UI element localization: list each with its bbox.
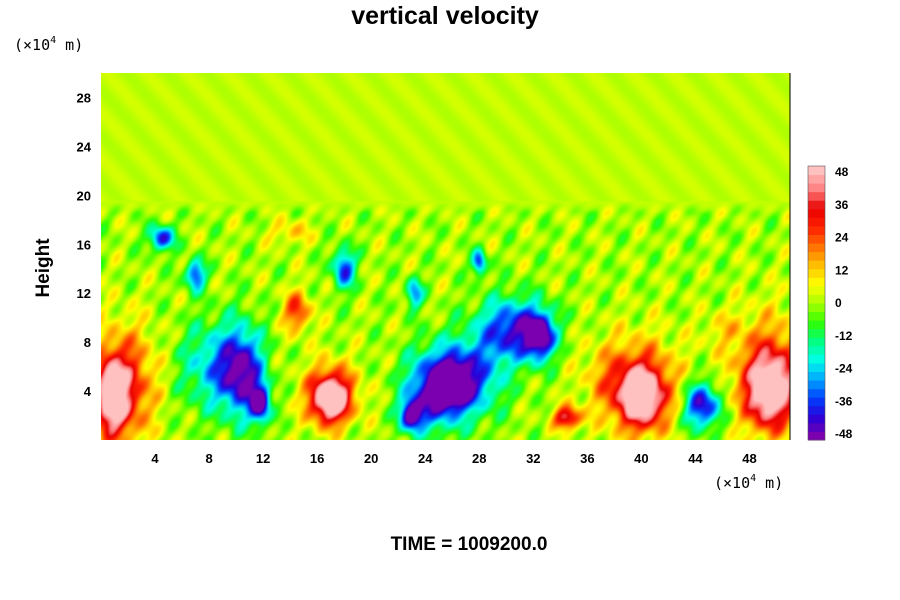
colorbar-segment: [808, 362, 825, 372]
colorbar-tick-label: 12: [835, 263, 849, 277]
heatmap-field: [101, 73, 790, 440]
colorbar-segment: [808, 234, 825, 244]
colorbar-tick-label: -48: [835, 427, 853, 441]
colorbar-segment: [808, 337, 825, 347]
chart-title: vertical velocity: [351, 2, 539, 30]
colorbar-segment: [808, 225, 825, 235]
y-axis-unit: (×104 m): [14, 35, 83, 54]
colorbar-border: [807, 165, 826, 441]
x-tick-label: 28: [472, 451, 486, 466]
y-tick-label: 8: [84, 335, 91, 350]
y-tick-label: 28: [77, 90, 91, 105]
colorbar-segment: [808, 303, 825, 313]
colorbar-segment: [808, 328, 825, 338]
colorbar-tick-label: -24: [835, 362, 853, 376]
colorbar-segment: [808, 208, 825, 218]
heatmap-raster: [101, 73, 790, 440]
y-axis-label: Height: [33, 238, 54, 298]
colorbar: [807, 165, 826, 441]
colorbar-segment: [808, 285, 825, 295]
colorbar-segment: [808, 166, 825, 176]
y-tick-label: 12: [77, 286, 91, 301]
colorbar-tick-label: 24: [835, 231, 849, 245]
colorbar-tick-label: 48: [835, 165, 849, 179]
x-tick-label: 32: [526, 451, 540, 466]
colorbar-segment: [808, 380, 825, 390]
colorbar-segment: [808, 405, 825, 415]
colorbar-segment: [808, 200, 825, 210]
y-axis-ticks: 4 8 12 16 20 24 28: [77, 90, 92, 399]
colorbar-tick-label: 0: [835, 296, 842, 310]
colorbar-segment: [808, 217, 825, 227]
colorbar-segment: [808, 345, 825, 355]
x-tick-label: 24: [418, 451, 433, 466]
colorbar-segment: [808, 320, 825, 330]
x-tick-label: 12: [256, 451, 270, 466]
x-tick-label: 20: [364, 451, 378, 466]
colorbar-segment: [808, 268, 825, 278]
colorbar-tick-label: 36: [835, 198, 849, 212]
colorbar-segment: [808, 431, 825, 441]
colorbar-segment: [808, 251, 825, 261]
colorbar-tick-label: -12: [835, 329, 853, 343]
colorbar-segment: [808, 397, 825, 407]
time-label: TIME = 1009200.0: [391, 534, 548, 555]
y-tick-label: 24: [77, 139, 92, 154]
x-axis-unit: (×104 m): [714, 473, 783, 492]
x-axis-ticks: 4 8 12 16 20 24 28 32 36 40 44 48: [151, 451, 756, 466]
colorbar-segment: [808, 294, 825, 304]
colorbar-segment: [808, 414, 825, 424]
x-tick-label: 8: [205, 451, 212, 466]
x-tick-label: 40: [634, 451, 648, 466]
colorbar-segment: [808, 191, 825, 201]
colorbar-segment: [808, 174, 825, 184]
y-tick-label: 20: [77, 188, 91, 203]
colorbar-segment: [808, 243, 825, 253]
y-tick-label: 4: [84, 384, 92, 399]
colorbar-segment: [808, 183, 825, 193]
colorbar-segment: [808, 354, 825, 364]
colorbar-segment: [808, 371, 825, 381]
x-tick-label: 36: [580, 451, 594, 466]
y-tick-label: 16: [77, 237, 91, 252]
colorbar-segment: [808, 260, 825, 270]
x-tick-label: 16: [310, 451, 324, 466]
colorbar-segment: [808, 311, 825, 321]
colorbar-segment: [808, 422, 825, 432]
colorbar-segment: [808, 388, 825, 398]
colorbar-tick-label: -36: [835, 394, 853, 408]
x-tick-label: 4: [151, 451, 159, 466]
colorbar-segment: [808, 277, 825, 287]
x-tick-label: 44: [688, 451, 703, 466]
x-tick-label: 48: [742, 451, 756, 466]
colorbar-ticks: 48 36 24 12 0 -12 -24 -36 -48: [835, 165, 853, 441]
